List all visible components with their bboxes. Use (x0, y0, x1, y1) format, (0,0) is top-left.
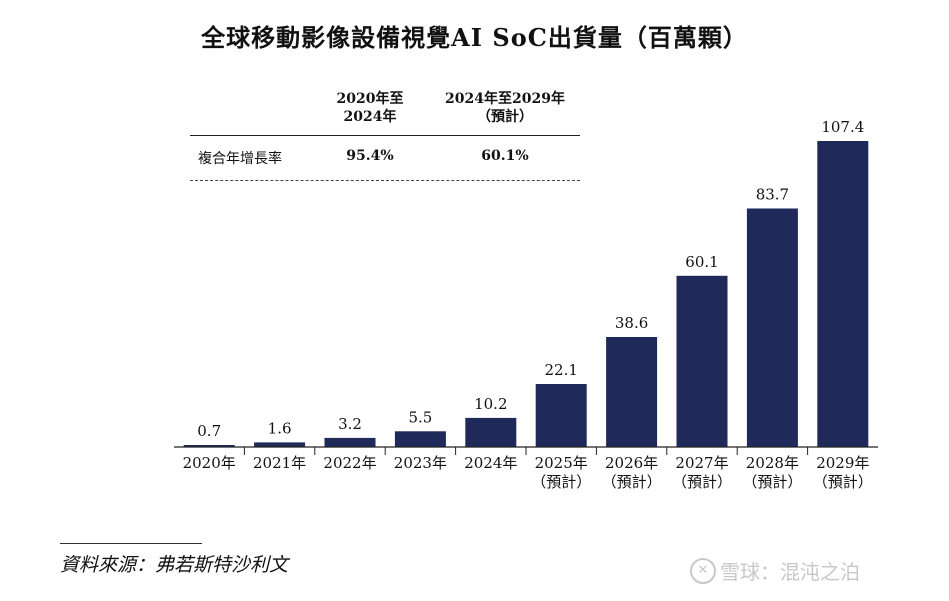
category-label: 2029年 (816, 454, 869, 472)
bar-2029年 (817, 141, 869, 447)
category-label: 2020年 (183, 454, 236, 472)
bar-2021年 (254, 442, 306, 447)
value-label: 38.6 (615, 314, 648, 332)
cagr-value-2020-2024: 95.4% (346, 148, 394, 164)
value-label: 107.4 (821, 118, 864, 136)
cagr-row-label: 複合年增長率 (198, 151, 282, 167)
value-label: 3.2 (338, 415, 362, 433)
category-label: 2024年 (464, 454, 517, 472)
category-sublabel: （預計） (531, 473, 591, 491)
value-label: 5.5 (408, 408, 432, 426)
cagr-header-2024-2029: 2024年至2029年 （預計） (430, 90, 580, 126)
category-sublabel: （預計） (813, 473, 873, 491)
cagr-header-2020-2024-line1: 2020年至 (336, 91, 404, 107)
bar-2028年 (746, 208, 798, 447)
value-label: 60.1 (685, 253, 718, 271)
chart-title: 全球移動影像設備視覺AI SoC出貨量（百萬顆） (201, 23, 748, 52)
value-label: 83.7 (756, 186, 789, 204)
bar-2026年 (606, 337, 658, 447)
bar-2024年 (465, 417, 517, 447)
bar-2027年 (676, 275, 728, 447)
cagr-header-2020-2024-line2: 2024年 (343, 109, 397, 125)
category-label: 2026年 (605, 454, 658, 472)
cagr-header-2020-2024: 2020年至 2024年 (310, 90, 430, 126)
category-label: 2027年 (675, 454, 728, 472)
watermark-text: 雪球：混沌之泊 (720, 560, 860, 584)
source-note: 資料來源：弗若斯特沙利文 (60, 554, 289, 576)
category-label: 2023年 (394, 454, 447, 472)
cagr-header-2024-2029-line2: （預計） (477, 109, 533, 125)
value-label: 10.2 (474, 395, 507, 413)
bar-2022年 (324, 437, 376, 447)
category-label: 2025年 (535, 454, 588, 472)
category-sublabel: （預計） (742, 473, 802, 491)
cagr-header-2024-2029-line1: 2024年至2029年 (445, 91, 565, 107)
bar-2020年 (183, 445, 235, 447)
value-label: 1.6 (268, 419, 292, 437)
value-label: 22.1 (544, 361, 577, 379)
bar-2023年 (394, 431, 446, 447)
category-sublabel: （預計） (602, 473, 662, 491)
xueqiu-logo-icon: ✕ (690, 557, 716, 584)
cagr-value-2024-2029: 60.1% (481, 148, 529, 164)
category-label: 2021年 (253, 454, 306, 472)
source-rule (60, 543, 202, 544)
watermark: ✕ 雪球：混沌之泊 (690, 556, 860, 585)
value-label: 0.7 (197, 422, 221, 440)
category-sublabel: （預計） (672, 473, 732, 491)
cagr-bottom-dashed-rule (190, 180, 580, 181)
cagr-header-rule (190, 135, 580, 136)
category-label: 2022年 (323, 454, 376, 472)
category-label: 2028年 (746, 454, 799, 472)
bar-2025年 (535, 384, 587, 447)
